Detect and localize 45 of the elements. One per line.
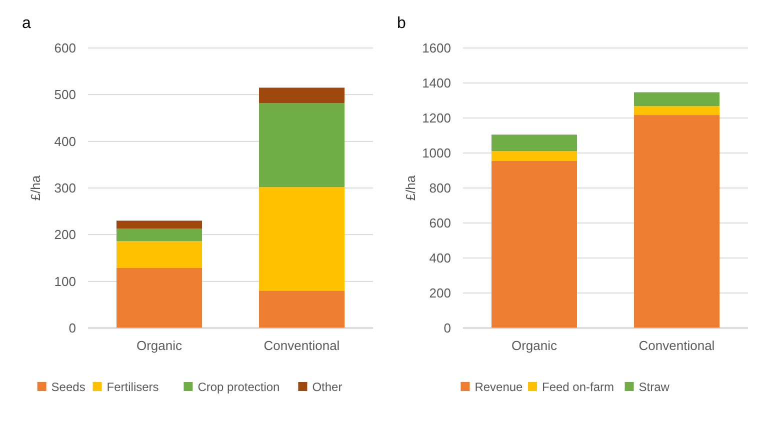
bar [492, 160, 577, 328]
y-tick-label: 1200 [422, 110, 451, 126]
x-tick-label: Organic [511, 338, 558, 353]
y-axis-title: £/ha [28, 174, 43, 201]
y-axis-title: £/ha [403, 174, 418, 201]
bar [634, 106, 720, 116]
y-tick-label: 0 [68, 320, 76, 336]
legend-label: Seeds [51, 380, 86, 394]
chart-title: a [22, 15, 31, 32]
y-tick-label: 1000 [422, 146, 451, 161]
bar [492, 134, 577, 152]
y-tick-label: 1400 [422, 76, 451, 91]
legend-label: Other [312, 380, 342, 394]
bar [492, 151, 577, 161]
x-tick-label: Conventional [264, 338, 340, 353]
y-tick-label: 0 [444, 320, 451, 336]
legend-label: Straw [638, 380, 670, 394]
chart-title: b [397, 15, 406, 32]
bar [116, 228, 202, 242]
y-tick-label: 1600 [422, 40, 451, 56]
x-tick-label: Conventional [638, 338, 715, 353]
bar [259, 187, 344, 291]
y-tick-label: 400 [54, 134, 76, 149]
legend-label: Revenue [474, 380, 524, 394]
x-tick-label: Organic [136, 338, 183, 353]
y-tick-label: 300 [54, 180, 76, 196]
y-tick-label: 200 [429, 286, 451, 301]
y-tick-label: 600 [429, 216, 451, 231]
legend-label: Fertilisers [106, 380, 159, 394]
bar [259, 88, 344, 104]
y-tick-label: 100 [54, 274, 76, 289]
legend-label: Crop protection [198, 380, 280, 394]
bar [259, 290, 344, 328]
bar [116, 220, 202, 229]
y-tick-label: 600 [54, 40, 76, 56]
bar [116, 241, 202, 268]
legend-label: Feed on-farm [542, 380, 614, 394]
bar [634, 115, 720, 328]
bar [634, 92, 720, 106]
y-tick-label: 800 [429, 180, 451, 196]
bar [116, 268, 202, 328]
y-tick-label: 500 [54, 87, 76, 102]
bar [259, 103, 344, 188]
y-tick-label: 400 [429, 250, 451, 266]
y-tick-label: 200 [54, 227, 76, 242]
